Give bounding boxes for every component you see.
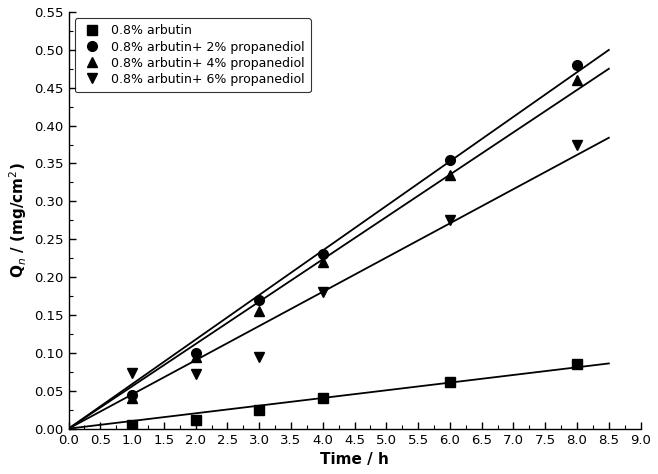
0.8% arbutin+ 2% propanediol bbox=[573, 62, 581, 68]
Line: 0.8% arbutin+ 4% propanediol: 0.8% arbutin+ 4% propanediol bbox=[127, 75, 582, 403]
0.8% arbutin bbox=[128, 422, 136, 428]
0.8% arbutin bbox=[191, 417, 199, 422]
Y-axis label: Q$_n$ / (mg/cm$^2$): Q$_n$ / (mg/cm$^2$) bbox=[7, 163, 29, 278]
0.8% arbutin+ 4% propanediol bbox=[446, 172, 454, 178]
0.8% arbutin+ 4% propanediol bbox=[191, 354, 199, 359]
0.8% arbutin+ 6% propanediol bbox=[573, 142, 581, 147]
0.8% arbutin+ 2% propanediol bbox=[255, 297, 263, 303]
Legend: 0.8% arbutin, 0.8% arbutin+ 2% propanediol, 0.8% arbutin+ 4% propanediol, 0.8% a: 0.8% arbutin, 0.8% arbutin+ 2% propanedi… bbox=[75, 18, 311, 92]
0.8% arbutin+ 2% propanediol bbox=[128, 392, 136, 397]
0.8% arbutin+ 4% propanediol bbox=[128, 395, 136, 401]
0.8% arbutin bbox=[255, 407, 263, 412]
0.8% arbutin+ 2% propanediol bbox=[191, 350, 199, 356]
0.8% arbutin+ 6% propanediol bbox=[128, 371, 136, 376]
Line: 0.8% arbutin: 0.8% arbutin bbox=[127, 359, 582, 430]
0.8% arbutin+ 6% propanediol bbox=[446, 218, 454, 223]
0.8% arbutin bbox=[446, 379, 454, 384]
X-axis label: Time / h: Time / h bbox=[320, 452, 389, 467]
0.8% arbutin+ 2% propanediol bbox=[319, 252, 327, 257]
Line: 0.8% arbutin+ 6% propanediol: 0.8% arbutin+ 6% propanediol bbox=[127, 140, 582, 379]
0.8% arbutin+ 4% propanediol bbox=[573, 77, 581, 83]
0.8% arbutin+ 6% propanediol bbox=[255, 354, 263, 359]
0.8% arbutin bbox=[573, 361, 581, 367]
0.8% arbutin bbox=[319, 395, 327, 401]
0.8% arbutin+ 2% propanediol bbox=[446, 157, 454, 163]
0.8% arbutin+ 4% propanediol bbox=[255, 309, 263, 314]
0.8% arbutin+ 6% propanediol bbox=[191, 371, 199, 377]
0.8% arbutin+ 4% propanediol bbox=[319, 259, 327, 265]
0.8% arbutin+ 6% propanediol bbox=[319, 290, 327, 295]
Line: 0.8% arbutin+ 2% propanediol: 0.8% arbutin+ 2% propanediol bbox=[127, 60, 582, 400]
